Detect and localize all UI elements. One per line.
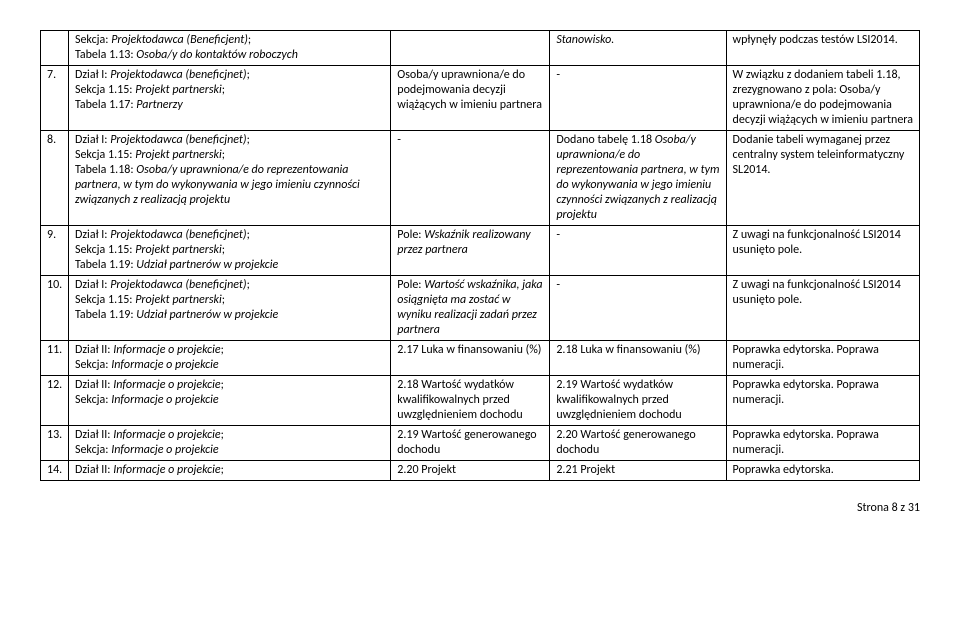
cell-remark: Z uwagi na funkcjonalność LSI2014 usunię… <box>726 226 919 276</box>
row-number: 9. <box>41 226 69 276</box>
cell-before: 2.18 Wartość wydatków kwalifikowalnych p… <box>391 376 550 426</box>
cell-remark: Poprawka edytorska. Poprawa numeracji. <box>726 426 919 461</box>
row-number: 7. <box>41 66 69 131</box>
cell-remark: Poprawka edytorska. <box>726 461 919 481</box>
cell-after: 2.18 Luka w finansowaniu (%) <box>550 341 726 376</box>
table-row: 14.Dział II: Informacje o projekcie;2.20… <box>41 461 920 481</box>
cell-remark: Poprawka edytorska. Poprawa numeracji. <box>726 341 919 376</box>
cell-after: - <box>550 66 726 131</box>
cell-section: Dział I: Projektodawca (beneficjnet);Sek… <box>68 66 390 131</box>
cell-remark: wpłynęły podczas testów LSI2014. <box>726 31 919 66</box>
cell-section: Dział I: Projektodawca (beneficjnet);Sek… <box>68 276 390 341</box>
cell-remark: Poprawka edytorska. Poprawa numeracji. <box>726 376 919 426</box>
cell-before: 2.20 Projekt <box>391 461 550 481</box>
row-number: 14. <box>41 461 69 481</box>
table-row: 9.Dział I: Projektodawca (beneficjnet);S… <box>41 226 920 276</box>
cell-before: Pole: Wskaźnik realizowany przez partner… <box>391 226 550 276</box>
cell-section: Dział II: Informacje o projekcie; <box>68 461 390 481</box>
row-number: 13. <box>41 426 69 461</box>
cell-section: Dział I: Projektodawca (beneficjnet);Sek… <box>68 131 390 226</box>
table-row: 7.Dział I: Projektodawca (beneficjnet);S… <box>41 66 920 131</box>
cell-after: 2.21 Projekt <box>550 461 726 481</box>
cell-after: Stanowisko. <box>550 31 726 66</box>
row-number: 12. <box>41 376 69 426</box>
cell-section: Dział II: Informacje o projekcie;Sekcja:… <box>68 376 390 426</box>
page-footer: Strona 8 z 31 <box>40 501 920 515</box>
cell-before: 2.17 Luka w finansowaniu (%) <box>391 341 550 376</box>
changes-table: Sekcja: Projektodawca (Beneficjent);Tabe… <box>40 30 920 481</box>
row-number: 11. <box>41 341 69 376</box>
table-row: 10.Dział I: Projektodawca (beneficjnet);… <box>41 276 920 341</box>
cell-after: 2.19 Wartość wydatków kwalifikowalnych p… <box>550 376 726 426</box>
cell-after: Dodano tabelę 1.18 Osoba/y uprawniona/e … <box>550 131 726 226</box>
table-row: Sekcja: Projektodawca (Beneficjent);Tabe… <box>41 31 920 66</box>
cell-remark: Dodanie tabeli wymaganej przez centralny… <box>726 131 919 226</box>
cell-after: - <box>550 226 726 276</box>
table-row: 8.Dział I: Projektodawca (beneficjnet);S… <box>41 131 920 226</box>
table-row: 11.Dział II: Informacje o projekcie;Sekc… <box>41 341 920 376</box>
cell-section: Sekcja: Projektodawca (Beneficjent);Tabe… <box>68 31 390 66</box>
row-number: 10. <box>41 276 69 341</box>
table-row: 13.Dział II: Informacje o projekcie;Sekc… <box>41 426 920 461</box>
cell-section: Dział I: Projektodawca (beneficjnet);Sek… <box>68 226 390 276</box>
cell-before: Pole: Wartość wskaźnika, jaka osiągnięta… <box>391 276 550 341</box>
cell-before: Osoba/y uprawniona/e do podejmowania dec… <box>391 66 550 131</box>
table-row: 12.Dział II: Informacje o projekcie;Sekc… <box>41 376 920 426</box>
cell-after: - <box>550 276 726 341</box>
cell-section: Dział II: Informacje o projekcie;Sekcja:… <box>68 341 390 376</box>
cell-remark: Z uwagi na funkcjonalność LSI2014 usunię… <box>726 276 919 341</box>
row-number: 8. <box>41 131 69 226</box>
cell-before: 2.19 Wartość generowanego dochodu <box>391 426 550 461</box>
cell-remark: W związku z dodaniem tabeli 1.18, zrezyg… <box>726 66 919 131</box>
row-number <box>41 31 69 66</box>
cell-after: 2.20 Wartość generowanego dochodu <box>550 426 726 461</box>
cell-before <box>391 31 550 66</box>
cell-section: Dział II: Informacje o projekcie;Sekcja:… <box>68 426 390 461</box>
cell-before: - <box>391 131 550 226</box>
